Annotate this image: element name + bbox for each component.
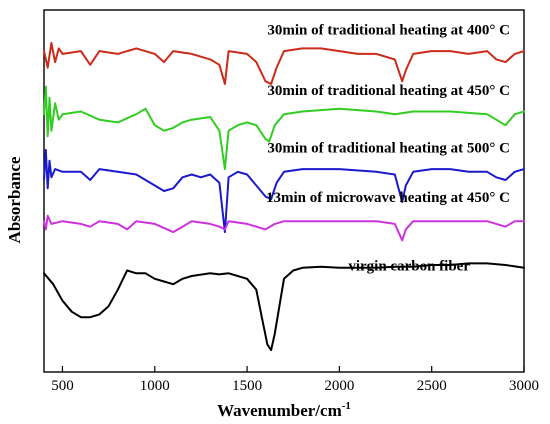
x-tick-label: 1000 (140, 378, 170, 394)
series-label-2: 30min of traditional heating at 500° C (267, 141, 510, 157)
x-tick-label: 1500 (232, 378, 262, 394)
series-label-3: 13min of microwave heating at 450° C (266, 190, 510, 206)
x-tick-label: 3000 (509, 378, 539, 394)
x-tick-label: 2000 (324, 378, 354, 394)
series-label-0: 30min of traditional heating at 400° C (267, 23, 510, 39)
series-line-0 (43, 41, 525, 85)
x-tick-label: 2500 (417, 378, 447, 394)
series-label-4: virgin carbon fiber (348, 259, 470, 275)
x-ticks: 500 1000 1500 2000 2500 3000 (51, 366, 539, 394)
series-label-1: 30min of traditional heating at 450° C (267, 83, 510, 99)
plot-frame (43, 9, 525, 373)
x-axis-title: Wavenumber/cm-1 (217, 400, 351, 420)
series-line-1 (43, 85, 525, 171)
series-line-2 (43, 148, 525, 234)
x-axis-title-superscript: -1 (342, 400, 351, 412)
series-lines (43, 41, 525, 352)
x-tick-label: 500 (51, 378, 74, 394)
y-axis-title: Absorbance (5, 156, 24, 243)
series-line-4 (43, 262, 525, 352)
series-line-3 (43, 214, 525, 242)
series-labels: 30min of traditional heating at 400° C 30… (266, 23, 510, 275)
